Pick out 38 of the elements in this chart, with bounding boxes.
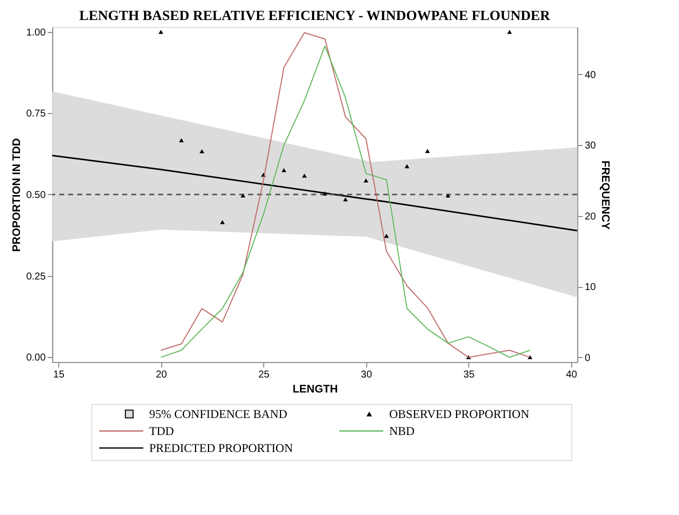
point (343, 197, 348, 202)
point (322, 191, 328, 196)
x-tick-label: 30 (360, 370, 372, 380)
x-tick-label: 15 (53, 370, 65, 380)
y2-tick-label: 10 (584, 282, 596, 294)
x-tick-label: 25 (258, 370, 270, 380)
y-tick-label: 0.75 (26, 108, 46, 120)
y-tick-label: 0.50 (26, 190, 46, 201)
y2-tick-label: 40 (584, 70, 596, 81)
legend-label: TDD (149, 424, 174, 438)
text: 95% CONFIDENCE BAND (149, 407, 288, 421)
point (220, 220, 225, 224)
y-tick-label: 1.00 (26, 27, 46, 38)
legend-label: NBD (389, 424, 415, 438)
y2-tick-label: 0 (584, 352, 591, 364)
point (364, 178, 368, 183)
x-axis-title: LENGTH (292, 384, 338, 396)
point (158, 30, 164, 34)
y2-tick-label: 30 (584, 140, 596, 152)
point (282, 168, 286, 172)
y-tick-label: 0.00 (26, 352, 46, 364)
legend-label: OBSERVED PROPORTION (389, 407, 530, 421)
y2-tick-label: 20 (584, 211, 596, 222)
point (446, 193, 450, 198)
point (384, 234, 389, 238)
point (240, 193, 246, 198)
x-tick-label: 20 (156, 370, 168, 380)
point (507, 30, 512, 34)
point (425, 148, 430, 153)
y-tick-label: 0.25 (26, 271, 46, 282)
point (200, 149, 204, 154)
chart-title: LENGTH BASED RELATIVE EFFICIENCY - WINDOWPANE FLOUNDER (79, 8, 552, 24)
y-axis-title: PROPORTION IN TDD (11, 138, 24, 252)
legend-label: PREDICTED PROPORTION (149, 441, 294, 455)
line-series (51, 154, 578, 232)
x-tick-label: 35 (463, 370, 475, 380)
x-tick-label: 40 (566, 370, 578, 380)
y2-axis-title: FREQUENCY (598, 160, 611, 230)
